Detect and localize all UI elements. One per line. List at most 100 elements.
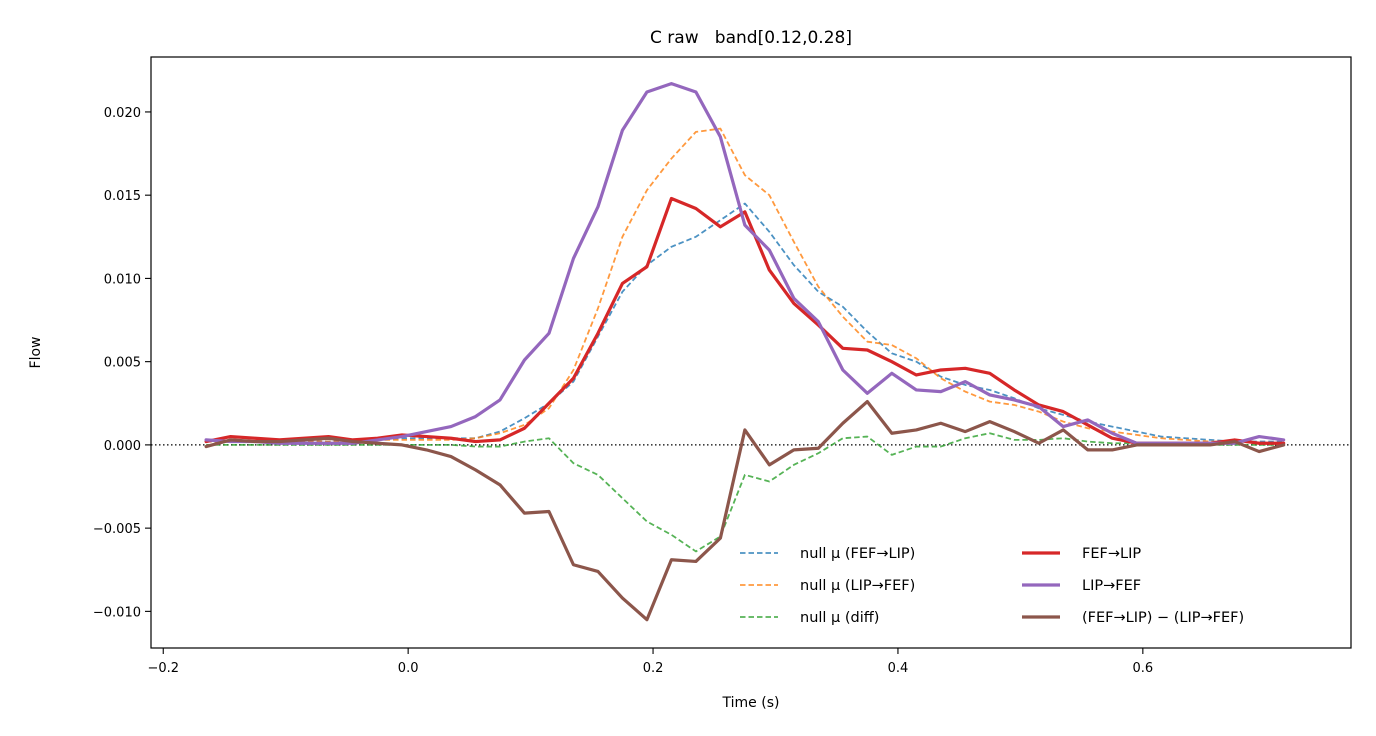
data-point bbox=[548, 332, 550, 334]
data-point bbox=[866, 435, 868, 437]
data-point bbox=[621, 497, 623, 499]
data-point bbox=[621, 282, 623, 284]
data-point bbox=[670, 534, 672, 536]
series-lines bbox=[204, 82, 1286, 622]
data-point bbox=[989, 372, 991, 374]
data-point bbox=[548, 407, 550, 409]
data-point bbox=[817, 452, 819, 454]
data-point bbox=[1087, 419, 1089, 421]
data-point bbox=[474, 415, 476, 417]
data-point bbox=[915, 360, 917, 362]
y-tick-label: −0.005 bbox=[93, 522, 141, 537]
data-point bbox=[425, 444, 427, 446]
data-point bbox=[989, 400, 991, 402]
data-point bbox=[842, 422, 844, 424]
data-point bbox=[425, 435, 427, 437]
data-point bbox=[719, 136, 721, 138]
data-point bbox=[597, 307, 599, 309]
data-point bbox=[1013, 399, 1015, 401]
data-point bbox=[1111, 432, 1113, 434]
data-point bbox=[842, 316, 844, 318]
data-point bbox=[254, 444, 256, 446]
data-point bbox=[229, 435, 231, 437]
legend-item: null μ (diff) bbox=[740, 610, 879, 626]
data-point bbox=[964, 384, 966, 386]
data-point bbox=[866, 330, 868, 332]
data-point bbox=[1038, 410, 1040, 412]
data-point bbox=[425, 430, 427, 432]
data-point bbox=[793, 464, 795, 466]
data-point bbox=[1111, 449, 1113, 451]
data-point bbox=[278, 440, 280, 442]
data-point bbox=[1184, 439, 1186, 441]
data-point bbox=[1062, 437, 1064, 439]
data-point bbox=[768, 249, 770, 251]
x-tick-label: 0.6 bbox=[1132, 661, 1153, 676]
data-point bbox=[1160, 437, 1162, 439]
data-point bbox=[572, 377, 574, 379]
data-point bbox=[597, 332, 599, 334]
data-point bbox=[768, 480, 770, 482]
data-point bbox=[744, 202, 746, 204]
data-point bbox=[548, 402, 550, 404]
y-tick-label: 0.015 bbox=[104, 189, 141, 204]
data-point bbox=[1233, 440, 1235, 442]
data-point bbox=[205, 439, 207, 441]
data-point bbox=[891, 360, 893, 362]
data-point bbox=[964, 430, 966, 432]
data-point bbox=[695, 236, 697, 238]
data-point bbox=[842, 347, 844, 349]
data-point bbox=[964, 390, 966, 392]
y-axis-label: Flow bbox=[28, 337, 44, 369]
data-point bbox=[1062, 429, 1064, 431]
data-point bbox=[597, 206, 599, 208]
data-point bbox=[499, 439, 501, 441]
data-point bbox=[548, 510, 550, 512]
data-point bbox=[205, 445, 207, 447]
x-tick-label: −0.2 bbox=[147, 661, 179, 676]
data-point bbox=[572, 257, 574, 259]
data-point bbox=[1013, 404, 1015, 406]
data-point bbox=[1111, 425, 1113, 427]
data-point bbox=[964, 380, 966, 382]
data-point bbox=[499, 484, 501, 486]
data-point bbox=[915, 357, 917, 359]
data-point bbox=[1062, 414, 1064, 416]
data-point bbox=[793, 264, 795, 266]
data-point bbox=[719, 127, 721, 129]
data-point bbox=[303, 439, 305, 441]
y-tick-label: 0.000 bbox=[104, 439, 141, 454]
data-point bbox=[1136, 434, 1138, 436]
series-4 bbox=[204, 82, 1286, 445]
data-point bbox=[1062, 420, 1064, 422]
series-5 bbox=[204, 400, 1286, 622]
data-point bbox=[229, 444, 231, 446]
data-point bbox=[1136, 444, 1138, 446]
data-point bbox=[989, 420, 991, 422]
data-point bbox=[1111, 437, 1113, 439]
data-point bbox=[817, 321, 819, 323]
data-point bbox=[1087, 440, 1089, 442]
legend-item: null μ (FEF→LIP) bbox=[740, 546, 915, 562]
data-point bbox=[1038, 405, 1040, 407]
y-tick-label: 0.010 bbox=[104, 272, 141, 287]
data-point bbox=[866, 340, 868, 342]
data-point bbox=[572, 564, 574, 566]
data-point bbox=[695, 91, 697, 93]
y-axis: −0.010 −0.005 0.000 0.005 0.010 0.015 0.020 bbox=[93, 106, 151, 620]
data-point bbox=[768, 194, 770, 196]
data-point bbox=[891, 372, 893, 374]
data-point bbox=[499, 432, 501, 434]
data-point bbox=[499, 399, 501, 401]
legend: null μ (FEF→LIP) null μ (LIP→FEF) null μ (… bbox=[740, 546, 1244, 626]
data-point bbox=[670, 246, 672, 248]
plot-frame bbox=[150, 56, 1352, 649]
data-point bbox=[425, 439, 427, 441]
data-point bbox=[793, 449, 795, 451]
data-point bbox=[695, 560, 697, 562]
data-point bbox=[303, 442, 305, 444]
data-point bbox=[572, 462, 574, 464]
legend-item: LIP→FEF bbox=[1022, 578, 1141, 594]
data-point bbox=[695, 550, 697, 552]
data-point bbox=[719, 226, 721, 228]
